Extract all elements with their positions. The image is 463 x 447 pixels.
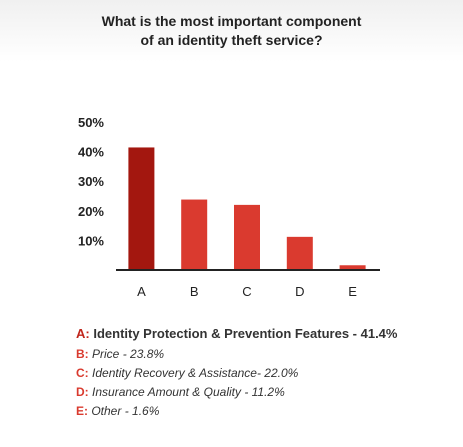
- bar-c: [234, 204, 260, 270]
- bar-a: [128, 147, 155, 270]
- legend-text: Identity Protection & Prevention Feature…: [93, 326, 398, 341]
- x-tick-label: C: [242, 284, 251, 299]
- chart-title-line-1: What is the most important component: [101, 13, 362, 29]
- chart-legend: A: Identity Protection & Prevention Feat…: [76, 324, 397, 421]
- bar-e: [339, 265, 366, 270]
- legend-item-e: E: Other - 1.6%: [76, 402, 397, 421]
- x-tick-label: B: [190, 284, 199, 299]
- y-tick-label: 10%: [78, 233, 104, 248]
- legend-key: B:: [76, 347, 89, 361]
- y-tick-label: 50%: [78, 115, 104, 130]
- legend-key: C:: [76, 366, 89, 380]
- y-tick-label: 40%: [78, 145, 104, 160]
- chart-title-line-2: of an identity theft service?: [140, 32, 323, 48]
- legend-text: Insurance Amount & Quality - 11.2%: [92, 385, 285, 399]
- legend-key: D:: [76, 385, 89, 399]
- x-tick-label: E: [348, 284, 357, 299]
- bar-b: [181, 199, 208, 270]
- legend-item-d: D: Insurance Amount & Quality - 11.2%: [76, 383, 397, 402]
- legend-text: Identity Recovery & Assistance- 22.0%: [92, 366, 299, 380]
- bar-chart: 50% 40% 30% 20% 10% A B C D E: [78, 115, 380, 299]
- legend-key: A:: [76, 326, 90, 341]
- y-tick-label: 30%: [78, 174, 104, 189]
- legend-key: E:: [76, 404, 88, 418]
- x-tick-label: A: [137, 284, 146, 299]
- y-tick-label: 20%: [78, 204, 104, 219]
- legend-item-c: C: Identity Recovery & Assistance- 22.0%: [76, 364, 397, 383]
- x-tick-label: D: [295, 284, 304, 299]
- chart-title: What is the most important component of …: [0, 12, 463, 50]
- legend-text: Other - 1.6%: [91, 404, 160, 418]
- legend-text: Price - 23.8%: [92, 347, 165, 361]
- bar-d: [286, 236, 313, 270]
- legend-item-a: A: Identity Protection & Prevention Feat…: [76, 324, 397, 343]
- legend-item-b: B: Price - 23.8%: [76, 345, 397, 364]
